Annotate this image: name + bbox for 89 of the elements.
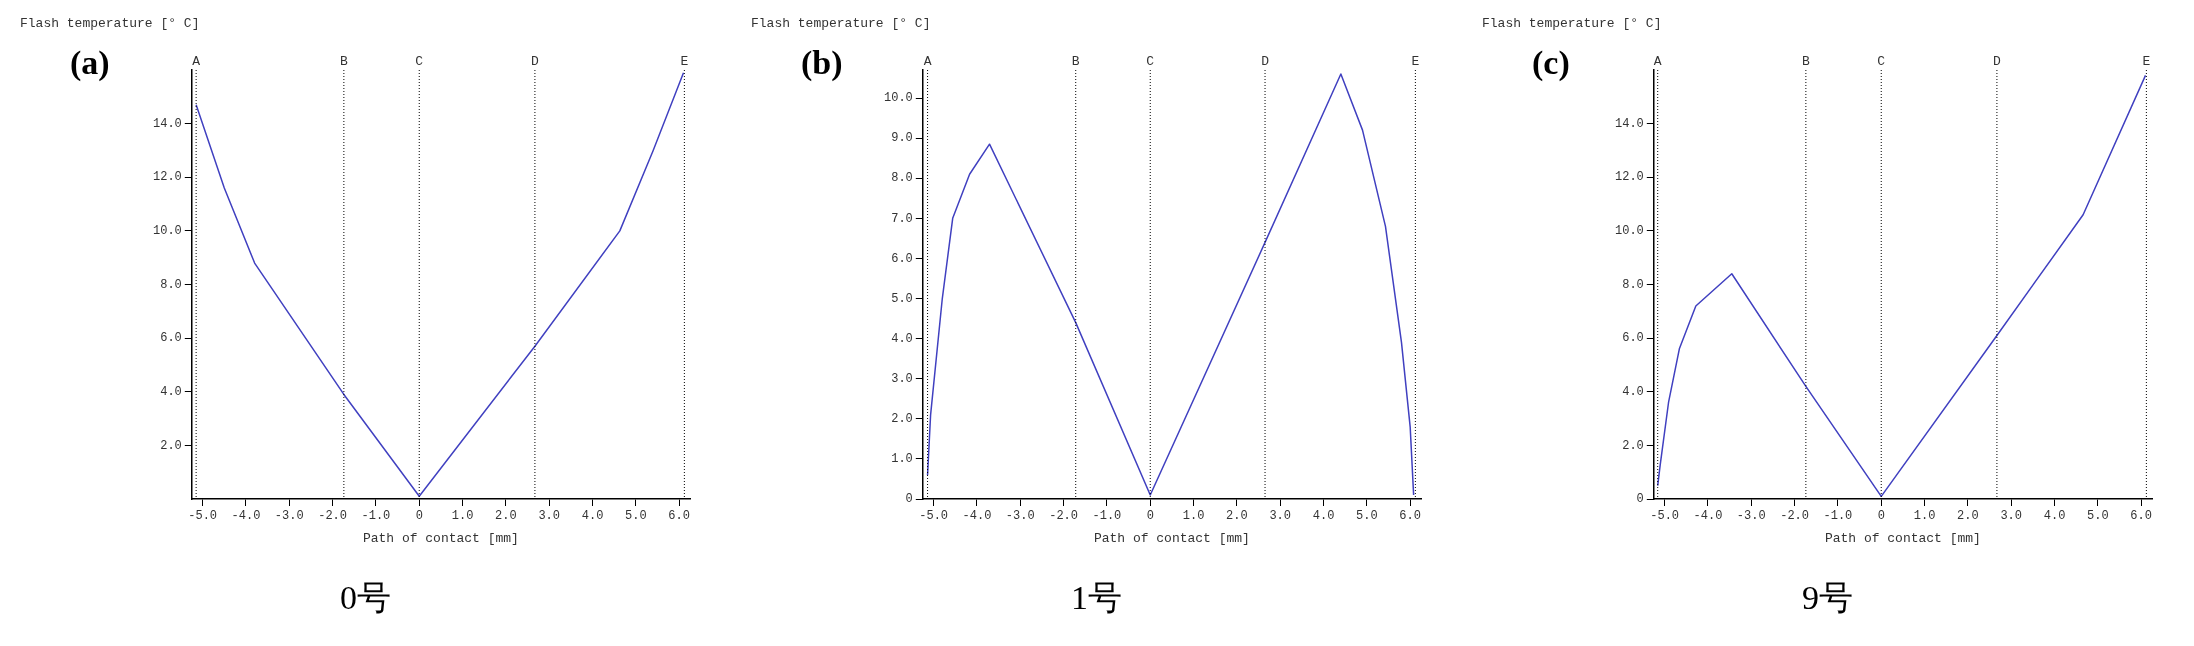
x-tick-label: 3.0 [2000,509,2023,524]
ref-line-label: C [415,53,424,69]
y-tick-label: 8.0 [891,171,913,186]
y-tick-label: 14.0 [152,116,182,131]
x-tick-label: 2.0 [495,509,517,524]
x-tick-label: 2.0 [1226,509,1248,524]
ref-line-label: E [2142,53,2151,69]
x-tick-label: 5.0 [625,509,647,524]
y-tick-label: 6.0 [160,331,182,346]
y-tick-label: 2.0 [1622,438,1644,453]
x-tick-label: 6.0 [1399,509,1421,524]
x-tick-label: 4.0 [581,509,604,524]
y-tick-label: 4.0 [891,331,913,346]
ref-line-label: A [192,53,201,69]
y-axis-title: Flash temperature [° C] [1482,16,1662,31]
ref-line-label: A [923,53,932,69]
y-tick-label: 6.0 [891,251,913,266]
ref-line-label: A [1653,53,1662,69]
x-tick-label: -3.0 [1005,509,1035,524]
x-tick-label: -4.0 [231,509,261,524]
y-tick-label: 4.0 [160,384,182,399]
x-tick-label: -3.0 [1736,509,1766,524]
ref-line-label: C [1877,53,1886,69]
y-axis-title: Flash temperature [° C] [751,16,931,31]
text: 9号 [1801,578,1854,618]
y-axis-title: Flash temperature [° C] [20,16,200,31]
ref-line-label: B [1801,53,1810,69]
y-tick-label: 6.0 [1622,331,1644,346]
text: 0号 [339,578,392,618]
y-tick-label: 0 [1636,492,1644,507]
ref-line-label: B [1071,53,1080,69]
ref-line-label: E [1411,53,1420,69]
ref-line-label: E [680,53,689,69]
chart-title: (b) [801,44,843,82]
x-tick-label: 1.0 [451,509,474,524]
x-tick-label: -2.0 [318,509,348,524]
ref-line-label: D [531,53,539,69]
chart-title: (c) [1532,44,1570,82]
x-tick-label: -1.0 [1092,509,1122,524]
ref-line-label: D [1993,53,2001,69]
x-tick-label: -5.0 [919,509,949,524]
text: 1号 [1070,578,1123,618]
y-tick-label: 7.0 [891,211,913,226]
y-tick-label: 8.0 [1622,277,1644,292]
x-tick-label: -2.0 [1780,509,1810,524]
y-tick-label: 10.0 [883,91,913,106]
x-tick-label: 4.0 [1312,509,1335,524]
y-tick-label: 10.0 [1614,224,1644,239]
y-tick-label: 14.0 [1614,116,1644,131]
y-tick-label: 3.0 [891,371,913,386]
x-tick-label: 5.0 [1356,509,1378,524]
chart-title: (a) [70,44,110,82]
x-tick-label: -1.0 [361,509,391,524]
x-tick-label: 0 [415,509,423,524]
y-tick-label: 12.0 [152,170,182,185]
x-axis-title: Path of contact [mm] [1824,530,1981,546]
x-tick-label: 5.0 [2087,509,2109,524]
x-axis-title: Path of contact [mm] [362,530,519,546]
y-tick-label: 10.0 [152,224,182,239]
x-tick-label: 0 [1877,509,1885,524]
x-tick-label: 1.0 [1182,509,1205,524]
x-tick-label: 0 [1146,509,1154,524]
x-tick-label: -5.0 [1650,509,1680,524]
ref-line-label: D [1261,53,1270,69]
x-tick-label: 6.0 [2130,509,2152,524]
y-tick-label: 9.0 [891,131,913,146]
x-tick-label: 6.0 [668,509,690,524]
x-tick-label: 4.0 [2043,509,2066,524]
x-tick-label: -3.0 [274,509,304,524]
x-tick-label: 3.0 [1269,509,1292,524]
y-tick-label: 5.0 [891,291,913,306]
y-tick-label: 2.0 [160,438,182,453]
y-tick-label: 12.0 [1614,170,1644,185]
y-tick-label: 8.0 [160,277,182,292]
x-tick-label: -2.0 [1049,509,1079,524]
x-tick-label: -4.0 [1693,509,1723,524]
x-tick-label: 2.0 [1957,509,1979,524]
x-tick-label: -4.0 [962,509,992,524]
y-tick-label: 4.0 [1622,384,1644,399]
x-axis-title: Path of contact [mm] [1093,530,1250,546]
x-tick-label: 3.0 [538,509,561,524]
y-tick-label: 0 [905,492,913,507]
y-tick-label: 2.0 [891,411,913,426]
x-tick-label: -5.0 [188,509,218,524]
x-tick-label: -1.0 [1823,509,1853,524]
y-tick-label: 1.0 [891,452,913,467]
ref-line-label: C [1146,53,1155,69]
x-tick-label: 1.0 [1913,509,1936,524]
ref-line-label: B [339,53,348,69]
